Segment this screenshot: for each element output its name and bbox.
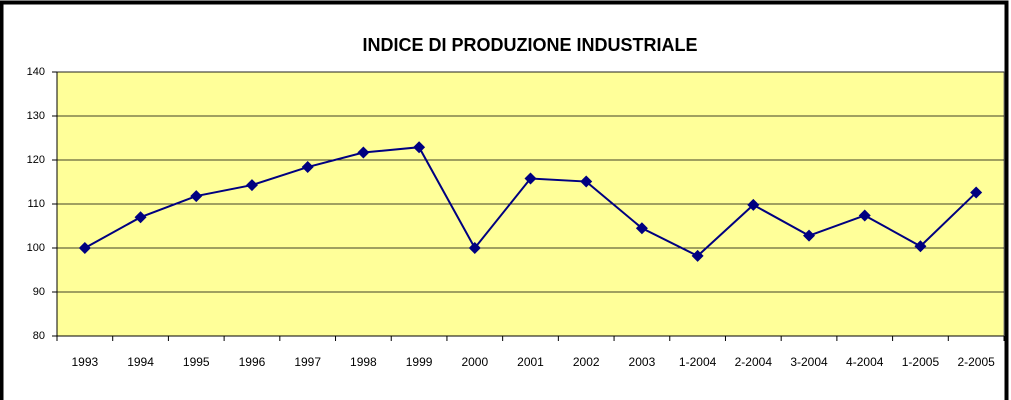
x-tick-label: 1999 — [406, 355, 433, 369]
y-tick-label: 100 — [27, 242, 45, 254]
x-tick-label: 2001 — [517, 355, 544, 369]
marker — [914, 240, 927, 253]
x-tick-label: 2-2005 — [957, 355, 995, 369]
marker — [970, 186, 983, 199]
x-tick-label: 2002 — [573, 355, 600, 369]
y-tick-label: 120 — [27, 154, 45, 166]
x-tick-label: 1993 — [72, 355, 99, 369]
marker — [134, 211, 147, 224]
x-tick-label: 1997 — [294, 355, 321, 369]
x-tick-label: 1996 — [239, 355, 266, 369]
marker — [858, 209, 871, 222]
marker — [78, 242, 91, 254]
x-tick-label: 4-2004 — [846, 355, 884, 369]
x-tick-label: 1994 — [127, 355, 154, 369]
y-tick-label: 90 — [33, 286, 45, 298]
marker — [245, 179, 258, 192]
x-tick-label: 2-2004 — [735, 355, 773, 369]
marker — [524, 172, 537, 185]
marker — [301, 161, 314, 174]
marker — [803, 229, 816, 242]
marker — [413, 141, 426, 154]
marker — [747, 198, 760, 211]
marker — [357, 146, 370, 159]
x-tick-label: 1995 — [183, 355, 210, 369]
marker — [580, 175, 593, 188]
x-tick-label: 1-2004 — [679, 355, 717, 369]
marker — [468, 242, 481, 254]
y-tick-label: 140 — [27, 66, 45, 78]
y-tick-label: 110 — [27, 198, 45, 210]
x-tick-label: 3-2004 — [790, 355, 828, 369]
marker — [190, 190, 203, 203]
x-tick-label: 1998 — [350, 355, 377, 369]
y-tick-label: 80 — [33, 330, 45, 342]
chart-title: INDICE DI PRODUZIONE INDUSTRIALE — [362, 35, 697, 55]
x-tick-label: 2003 — [629, 355, 656, 369]
marker — [635, 222, 648, 235]
y-tick-label: 130 — [27, 110, 45, 122]
x-tick-label: 2000 — [461, 355, 488, 369]
x-tick-label: 1-2005 — [902, 355, 940, 369]
marker — [691, 249, 704, 262]
